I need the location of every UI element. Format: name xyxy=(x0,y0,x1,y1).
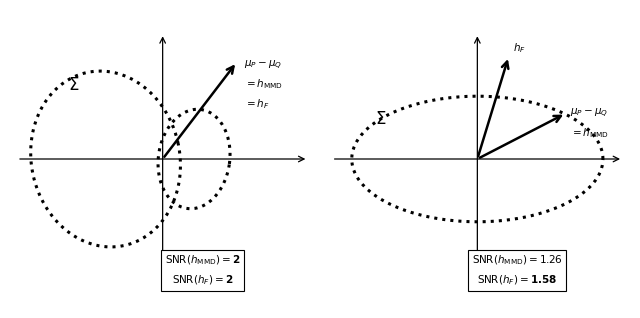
Text: $\mathrm{SNR}(h_{\mathrm{MMD}}) = 1.26$
$\mathrm{SNR}(h_F) = \mathbf{1.58}$: $\mathrm{SNR}(h_{\mathrm{MMD}}) = 1.26$ … xyxy=(472,254,563,287)
Text: $\mu_P - \mu_Q$
$= h_{\mathrm{MMD}}$: $\mu_P - \mu_Q$ $= h_{\mathrm{MMD}}$ xyxy=(570,107,609,140)
Text: $\mu_P - \mu_Q$
$= h_{\mathrm{MMD}}$
$= h_F$: $\mu_P - \mu_Q$ $= h_{\mathrm{MMD}}$ $= … xyxy=(244,59,283,111)
Text: $\Sigma$: $\Sigma$ xyxy=(374,110,386,128)
Text: $\mathrm{SNR}(h_{\mathrm{MMD}}) = \mathbf{2}$
$\mathrm{SNR}(h_F) = \mathbf{2}$: $\mathrm{SNR}(h_{\mathrm{MMD}}) = \mathb… xyxy=(165,254,240,287)
Text: $h_F$: $h_F$ xyxy=(513,41,526,55)
Text: $\Sigma$: $\Sigma$ xyxy=(68,76,80,94)
